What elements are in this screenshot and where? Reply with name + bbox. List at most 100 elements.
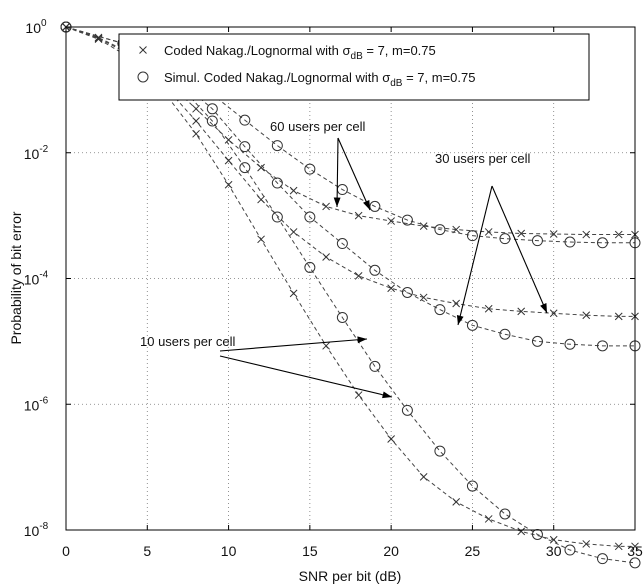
x-marker xyxy=(139,46,147,54)
circle-marker xyxy=(401,404,413,416)
x-tick-label: 5 xyxy=(143,543,151,559)
circle-marker xyxy=(271,140,283,152)
circle-marker xyxy=(369,200,381,212)
annotation-layer: 60 users per cell 30 users per cell 10 u… xyxy=(140,119,548,399)
annotation-arrowhead xyxy=(540,303,547,313)
series-line xyxy=(65,26,635,244)
x-marker xyxy=(452,498,461,506)
x-marker xyxy=(192,104,200,113)
y-axis-label: Probability of bit error xyxy=(8,211,24,344)
annotation-60-users: 60 users per cell xyxy=(270,119,365,134)
circle-marker xyxy=(304,211,316,223)
x-tick-label: 30 xyxy=(546,543,562,559)
circle-marker xyxy=(304,261,316,273)
circle-marker xyxy=(304,163,316,175)
circle-marker xyxy=(401,214,413,226)
circle-marker xyxy=(499,328,511,340)
series-layer xyxy=(60,21,641,569)
legend-entry-1: Coded Nakag./Lognormal with σdB = 7, m=0… xyxy=(164,43,436,62)
annotation-10-users: 10 users per cell xyxy=(140,334,235,349)
circle-marker xyxy=(466,319,478,331)
circle-marker xyxy=(531,235,543,247)
annotation-arrowhead xyxy=(363,200,370,210)
circle-marker xyxy=(434,445,446,457)
annotation-30-users: 30 users per cell xyxy=(435,151,530,166)
x-marker xyxy=(582,540,591,548)
x-marker xyxy=(289,289,298,298)
circle-marker xyxy=(434,304,446,316)
circle-marker xyxy=(369,264,381,276)
x-marker xyxy=(549,535,558,544)
x-marker xyxy=(614,230,623,239)
x-marker xyxy=(517,307,526,316)
circle-marker xyxy=(466,230,478,242)
circle-marker xyxy=(239,162,251,174)
x-marker xyxy=(387,435,395,443)
series-line xyxy=(65,26,635,347)
x-marker xyxy=(257,235,265,244)
grid-lines xyxy=(66,27,635,530)
x-marker xyxy=(631,542,639,551)
x-tick-label: 0 xyxy=(62,543,70,559)
circle-marker xyxy=(336,238,348,250)
circle-marker xyxy=(564,338,576,350)
annotation-arrowhead xyxy=(456,315,464,325)
x-marker xyxy=(387,284,395,293)
circle-marker xyxy=(239,141,251,153)
x-marker xyxy=(224,136,233,144)
x-marker xyxy=(192,117,200,125)
annotation-arrow-line xyxy=(337,137,371,211)
x-marker xyxy=(452,299,461,308)
series-line xyxy=(65,26,636,564)
x-marker xyxy=(419,473,428,481)
circle-marker xyxy=(434,224,446,236)
x-marker xyxy=(484,515,493,523)
x-marker xyxy=(257,195,265,204)
legend-box xyxy=(118,33,590,101)
x-marker xyxy=(549,309,558,318)
circle-marker xyxy=(596,340,608,352)
x-tick-label: 15 xyxy=(302,543,318,559)
circle-marker xyxy=(629,557,641,569)
circle-marker xyxy=(564,544,576,556)
circle-marker xyxy=(499,508,511,520)
annotation-arrow-line xyxy=(219,338,368,352)
circle-marker xyxy=(499,233,511,245)
annotation-arrow-line xyxy=(219,355,393,398)
x-marker xyxy=(517,527,526,536)
series-30-users-simulated xyxy=(60,21,641,352)
annotation-arrow-line xyxy=(491,185,548,314)
annotation-arrowhead xyxy=(382,391,392,399)
annotation-arrowhead xyxy=(333,197,341,207)
circle-marker xyxy=(271,211,283,223)
x-marker xyxy=(354,211,363,220)
circle-marker xyxy=(531,528,543,540)
x-marker xyxy=(517,229,526,238)
x-marker xyxy=(289,228,298,236)
legend: Coded Nakag./Lognormal with σdB = 7, m=0… xyxy=(118,33,590,101)
x-marker xyxy=(192,129,200,138)
x-tick-label: 25 xyxy=(465,543,481,559)
x-marker xyxy=(257,163,265,172)
x-marker xyxy=(322,341,330,350)
x-marker xyxy=(322,253,330,261)
annotation-arrow-line xyxy=(336,137,339,208)
circle-marker xyxy=(206,103,218,115)
annotation-arrow-line xyxy=(457,185,493,326)
x-marker xyxy=(582,230,591,239)
circle-marker xyxy=(137,71,149,83)
circle-marker xyxy=(271,177,283,189)
x-marker xyxy=(224,156,233,165)
circle-marker xyxy=(336,311,348,323)
x-marker xyxy=(224,180,233,189)
x-marker xyxy=(549,230,558,238)
x-marker xyxy=(484,304,493,313)
x-tick-label: 10 xyxy=(221,543,237,559)
circle-marker xyxy=(401,286,413,298)
x-marker xyxy=(354,272,363,280)
x-marker xyxy=(614,312,623,321)
circle-marker xyxy=(531,335,543,347)
circle-marker xyxy=(466,480,478,492)
x-marker xyxy=(484,228,493,236)
